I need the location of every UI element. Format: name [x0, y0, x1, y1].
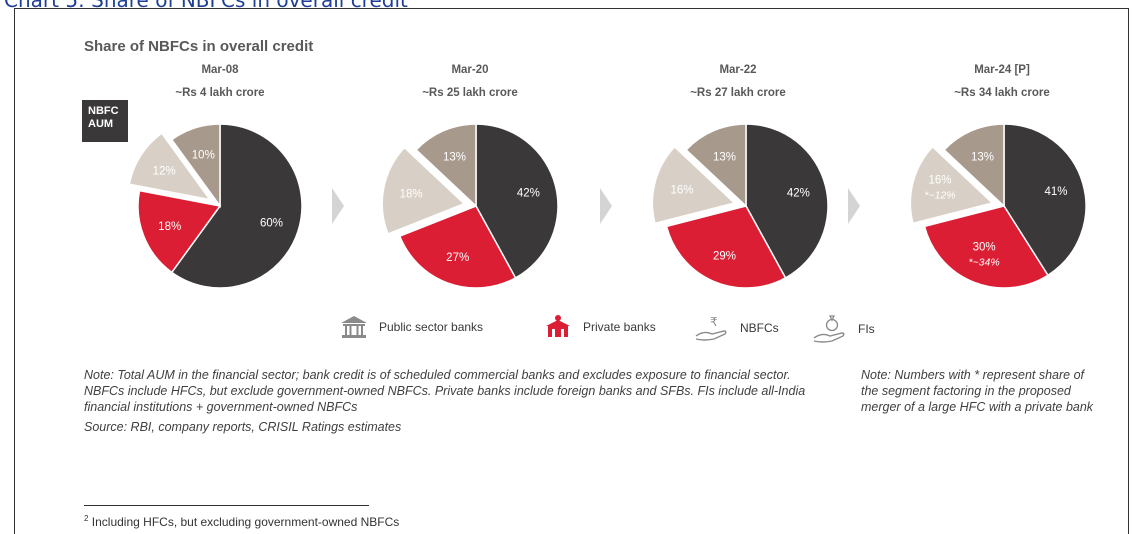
merger-note: Note: Numbers with * represent share of … — [861, 368, 1094, 414]
pie-slice-nbfcs — [909, 145, 994, 225]
legend-item-public-sector-banks: Public sector banks — [339, 314, 483, 340]
pie-date: Mar-24 [P] — [974, 64, 1030, 76]
pie-aum: ~Rs 27 lakh crore — [690, 87, 786, 99]
figure-title: Share of NBFCs in overall credit — [84, 38, 314, 55]
chevron-right-icon — [600, 188, 612, 224]
badge-line: AUM — [88, 118, 114, 130]
pie-alt-data-label: *~12% — [924, 190, 955, 202]
chevron-right-icon — [332, 188, 344, 224]
pie-slice-fis — [943, 123, 1005, 208]
footnote-rule — [84, 505, 369, 506]
pie-header: Mar-24 [P] ~Rs 34 lakh crore — [922, 64, 1082, 99]
pie-data-label: 60% — [260, 218, 283, 230]
svg-text:₹: ₹ — [710, 315, 718, 329]
rupee-hand-icon: ₹ — [695, 315, 727, 341]
pie-slice-nbfcs — [381, 146, 466, 235]
pie-data-label: 12% — [153, 166, 176, 178]
private-bank-icon — [546, 315, 570, 337]
pie-data-label: 16% — [928, 175, 951, 187]
legend-item-fis: FIs — [812, 314, 875, 344]
pie-header: Mar-22 ~Rs 27 lakh crore — [658, 64, 818, 99]
pie-data-label: 27% — [446, 252, 469, 264]
pie-date: Mar-22 — [719, 64, 757, 76]
badge-line: NBFC — [88, 105, 119, 117]
pie-data-label: 16% — [670, 185, 693, 197]
legend-item-nbfcs: ₹ NBFCs — [694, 314, 779, 342]
pie-data-label: 13% — [971, 151, 994, 163]
pie-date: Mar-08 — [201, 64, 239, 76]
legend-label: FIs — [858, 322, 875, 336]
pie-slice-fis — [415, 123, 477, 208]
footnote: 2 Including HFCs, but excluding governme… — [84, 514, 399, 529]
legend-item-private-banks: Private banks — [543, 314, 656, 340]
pie-header: Mar-08 ~Rs 4 lakh crore — [140, 64, 300, 99]
pie-data-label: 18% — [158, 221, 181, 233]
pie-data-label: 42% — [787, 188, 810, 200]
pie-slice-fis — [685, 123, 747, 208]
pie-data-label: 41% — [1044, 186, 1067, 198]
pie-aum: ~Rs 25 lakh crore — [422, 87, 518, 99]
pie-slice-private-banks — [665, 205, 787, 289]
pie-slice-public-sector-banks — [745, 123, 829, 279]
chevron-right-icon — [848, 188, 860, 224]
pie-data-label: 18% — [400, 189, 423, 201]
pie-slice-nbfcs — [128, 132, 212, 201]
pie-slice-public-sector-banks — [170, 123, 303, 289]
report-header-text: Chart 5: Share of NBFCs in overall credi… — [4, 0, 408, 8]
pie-data-label: 13% — [713, 151, 736, 163]
pie-header: Mar-20 ~Rs 25 lakh crore — [390, 64, 550, 99]
pie-slice-fis — [170, 123, 221, 209]
pie-data-label: 29% — [713, 251, 736, 263]
report-header-strip: Chart 5: Share of NBFCs in overall credi… — [0, 0, 1139, 8]
pie-slice-nbfcs — [651, 145, 736, 225]
pie-data-label: 13% — [443, 151, 466, 163]
legend-label: Private banks — [583, 320, 656, 334]
pie-slice-private-banks — [137, 189, 222, 274]
note-text: Note: Total AUM in the financial sector;… — [84, 368, 806, 414]
bank-building-icon — [341, 316, 367, 338]
source-text: Source: RBI, company reports, CRISIL Rat… — [84, 420, 402, 434]
pie-alt-data-label: *~34% — [968, 256, 999, 268]
pie-data-label: 10% — [192, 150, 215, 162]
legend-label: Public sector banks — [379, 320, 484, 334]
footnote-mark: 2 — [84, 514, 89, 523]
figure-note: Note: Total AUM in the financial sector;… — [84, 367, 824, 435]
nbfc-aum-badge: NBFC AUM — [82, 100, 128, 142]
figure-frame — [14, 8, 1129, 534]
footnote-text: Including HFCs, but excluding government… — [88, 515, 400, 529]
pie-slice-private-banks — [923, 205, 1049, 289]
pie-slice-private-banks — [398, 205, 517, 289]
pie-slice-public-sector-banks — [475, 123, 559, 279]
pie-data-label: 30% — [973, 241, 996, 253]
pie-aum: ~Rs 34 lakh crore — [954, 87, 1050, 99]
legend-label: NBFCs — [740, 321, 779, 335]
money-bag-hand-icon — [813, 315, 845, 343]
pie-date: Mar-20 — [451, 64, 489, 76]
pie-data-label: 42% — [517, 188, 540, 200]
pie-aum: ~Rs 4 lakh crore — [175, 87, 265, 99]
